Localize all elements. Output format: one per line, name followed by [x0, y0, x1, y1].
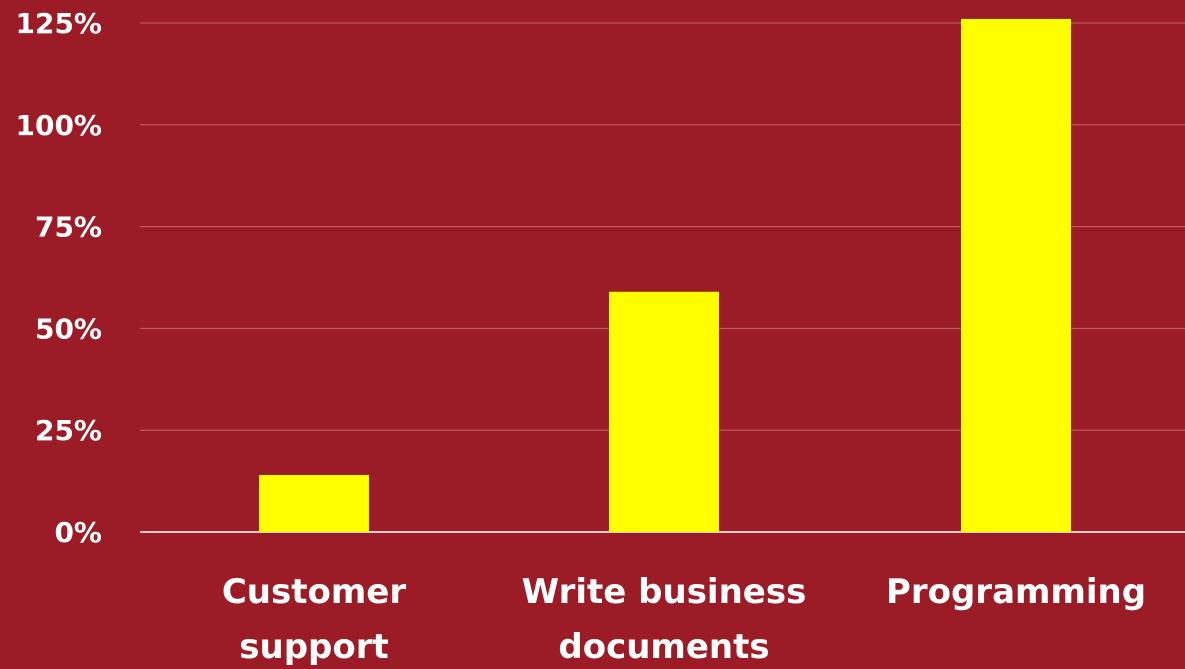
category-label-line: support: [239, 627, 389, 667]
category-label-line: Write business: [522, 572, 807, 612]
bar: [609, 291, 719, 532]
category-label: Customer support: [222, 572, 406, 667]
y-tick-label: 75%: [35, 211, 102, 244]
bar: [259, 474, 369, 532]
category-label-line: Programming: [886, 572, 1146, 612]
category-label: Write business documents: [522, 572, 807, 667]
category-label-line: documents: [558, 627, 769, 667]
y-tick-label: 50%: [35, 312, 102, 345]
y-tick-label: 125%: [15, 7, 102, 40]
y-tick-label: 100%: [15, 109, 102, 142]
y-tick-label: 25%: [35, 414, 102, 447]
bars: [259, 18, 1071, 533]
y-tick-label: 0%: [54, 516, 102, 549]
category-label: Programming: [886, 572, 1146, 612]
bar: [961, 18, 1071, 533]
category-label-line: Customer: [222, 572, 406, 612]
y-axis-ticks: 0% 25% 50% 75% 100% 125%: [15, 7, 102, 549]
x-axis-categories: Customer support Write business documents Pr…: [222, 572, 1146, 667]
